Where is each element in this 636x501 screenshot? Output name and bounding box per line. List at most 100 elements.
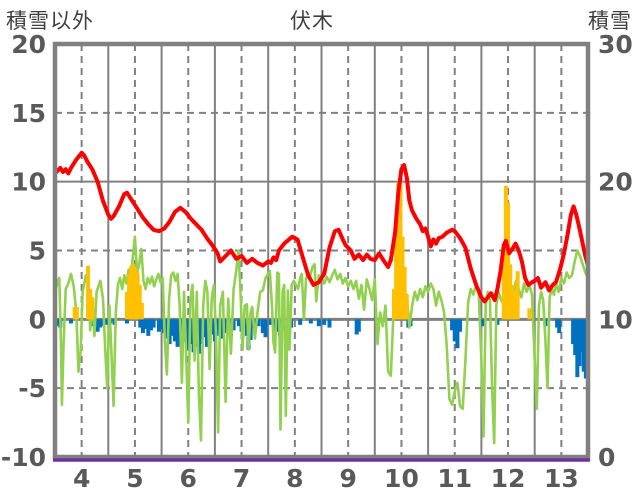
blue-bar bbox=[495, 319, 500, 325]
blue-bar bbox=[204, 319, 209, 347]
blue-bar bbox=[175, 319, 180, 347]
orange-bar bbox=[404, 294, 409, 320]
blue-bar bbox=[455, 319, 460, 349]
y-right-tick-label: 10 bbox=[598, 305, 633, 334]
orange-bar bbox=[501, 264, 506, 320]
orange-bar bbox=[129, 265, 134, 320]
orange-bar bbox=[90, 297, 95, 320]
orange-bar bbox=[133, 268, 138, 320]
x-tick-label: 10 bbox=[384, 464, 419, 493]
x-tick-label: 4 bbox=[73, 464, 90, 493]
blue-bar bbox=[167, 319, 172, 345]
blue-bar bbox=[579, 319, 584, 353]
orange-bar bbox=[398, 181, 403, 320]
orange-bar bbox=[86, 265, 91, 320]
y-left-tick-label: 5 bbox=[29, 237, 46, 266]
orange-bar bbox=[74, 306, 79, 320]
blue-bar bbox=[480, 319, 485, 327]
blue-bar bbox=[148, 319, 153, 331]
blue-bar bbox=[308, 319, 313, 324]
x-tick-label: 6 bbox=[180, 464, 197, 493]
orange-bar bbox=[127, 273, 132, 320]
blue-bar bbox=[151, 319, 156, 328]
blue-bar bbox=[95, 319, 100, 332]
page-title: 伏木 bbox=[290, 9, 334, 33]
orange-bar bbox=[124, 291, 129, 320]
x-tick-label: 9 bbox=[339, 464, 356, 493]
y-left-tick-label: -10 bbox=[1, 443, 46, 472]
blue-bar bbox=[452, 319, 457, 342]
orange-bar bbox=[508, 264, 513, 320]
orange-bar bbox=[391, 289, 396, 320]
blue-bar bbox=[223, 319, 228, 334]
blue-bar bbox=[298, 319, 303, 325]
blue-bar bbox=[143, 319, 148, 329]
orange-bar bbox=[394, 220, 399, 320]
x-tick-label: 5 bbox=[126, 464, 143, 493]
blue-bar bbox=[322, 319, 327, 325]
blue-bar bbox=[354, 319, 359, 335]
blue-bar bbox=[555, 319, 560, 328]
orange-bar bbox=[137, 284, 142, 320]
green-line bbox=[53, 235, 590, 445]
blue-bar bbox=[172, 319, 177, 342]
y-left-tick-label: -5 bbox=[18, 374, 46, 403]
x-tick-label: 12 bbox=[491, 464, 526, 493]
blue-bar bbox=[356, 319, 361, 332]
y-left-tick-label: 20 bbox=[11, 30, 46, 59]
orange-bar bbox=[510, 284, 515, 320]
blue-bar bbox=[231, 319, 236, 331]
blue-bar bbox=[571, 319, 576, 345]
blue-bar bbox=[268, 319, 273, 325]
blue-bar bbox=[68, 319, 73, 324]
blue-bar bbox=[97, 319, 102, 328]
y-left-tick-label: 10 bbox=[11, 168, 46, 197]
x-tick-label: 8 bbox=[286, 464, 303, 493]
blue-bar bbox=[557, 319, 562, 334]
blue-bar bbox=[146, 319, 151, 336]
x-tick-label: 7 bbox=[233, 464, 250, 493]
blue-bar bbox=[581, 319, 586, 372]
orange-bar bbox=[506, 202, 511, 320]
y-right-tick-label: 20 bbox=[598, 168, 633, 197]
x-tick-label: 11 bbox=[437, 464, 472, 493]
blue-bar bbox=[170, 319, 175, 336]
orange-bar bbox=[72, 306, 77, 320]
blue-bar bbox=[56, 319, 61, 325]
blue-bar bbox=[210, 319, 215, 335]
x-tick-label: 13 bbox=[544, 464, 579, 493]
y-left-tick-label: 15 bbox=[11, 99, 46, 128]
blue-bar bbox=[577, 319, 582, 367]
blue-bar bbox=[236, 319, 241, 327]
red-line bbox=[53, 150, 590, 304]
y-right-tick-label: 0 bbox=[598, 443, 615, 472]
orange-bar bbox=[503, 185, 508, 320]
blue-bar bbox=[202, 319, 207, 338]
blue-bar bbox=[458, 319, 463, 332]
orange-bar bbox=[402, 267, 407, 320]
blue-bar bbox=[327, 319, 332, 328]
y-left-tick-label: 0 bbox=[29, 305, 46, 334]
blue-bar bbox=[316, 319, 321, 327]
orange-bar bbox=[131, 264, 136, 320]
blue-bar bbox=[124, 319, 129, 324]
blue-bar bbox=[256, 319, 261, 327]
orange-bar bbox=[512, 291, 517, 320]
orange-bar bbox=[88, 289, 93, 320]
blue-bar bbox=[138, 319, 143, 328]
blue-bar bbox=[104, 319, 109, 325]
blue-bar bbox=[573, 319, 578, 356]
blue-bar bbox=[275, 319, 280, 332]
orange-bar bbox=[400, 236, 405, 320]
blue-bar bbox=[99, 319, 104, 327]
orange-bar bbox=[135, 272, 140, 320]
blue-bar bbox=[186, 319, 191, 350]
orange-bar bbox=[396, 181, 401, 320]
y-right-tick-label: 30 bbox=[598, 30, 633, 59]
blue-bar bbox=[263, 319, 268, 338]
blue-bar bbox=[260, 319, 265, 334]
blue-bar bbox=[140, 319, 145, 334]
blue-bar bbox=[450, 319, 455, 331]
